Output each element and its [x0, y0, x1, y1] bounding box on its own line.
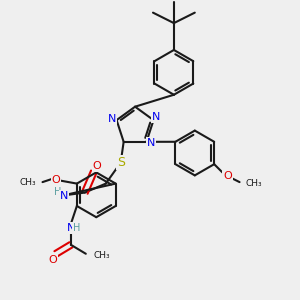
Text: CH₃: CH₃	[20, 178, 37, 187]
Text: N: N	[108, 114, 116, 124]
Text: H: H	[54, 187, 62, 197]
Text: O: O	[223, 170, 232, 181]
Text: N: N	[147, 138, 155, 148]
Text: H: H	[73, 224, 80, 233]
Text: CH₃: CH₃	[93, 251, 110, 260]
Text: S: S	[117, 156, 125, 169]
Text: O: O	[92, 161, 101, 171]
Text: O: O	[49, 255, 57, 265]
Text: N: N	[152, 112, 161, 122]
Text: CH₃: CH₃	[245, 179, 262, 188]
Text: O: O	[52, 175, 60, 185]
Text: N: N	[67, 224, 76, 233]
Text: N: N	[60, 190, 68, 201]
